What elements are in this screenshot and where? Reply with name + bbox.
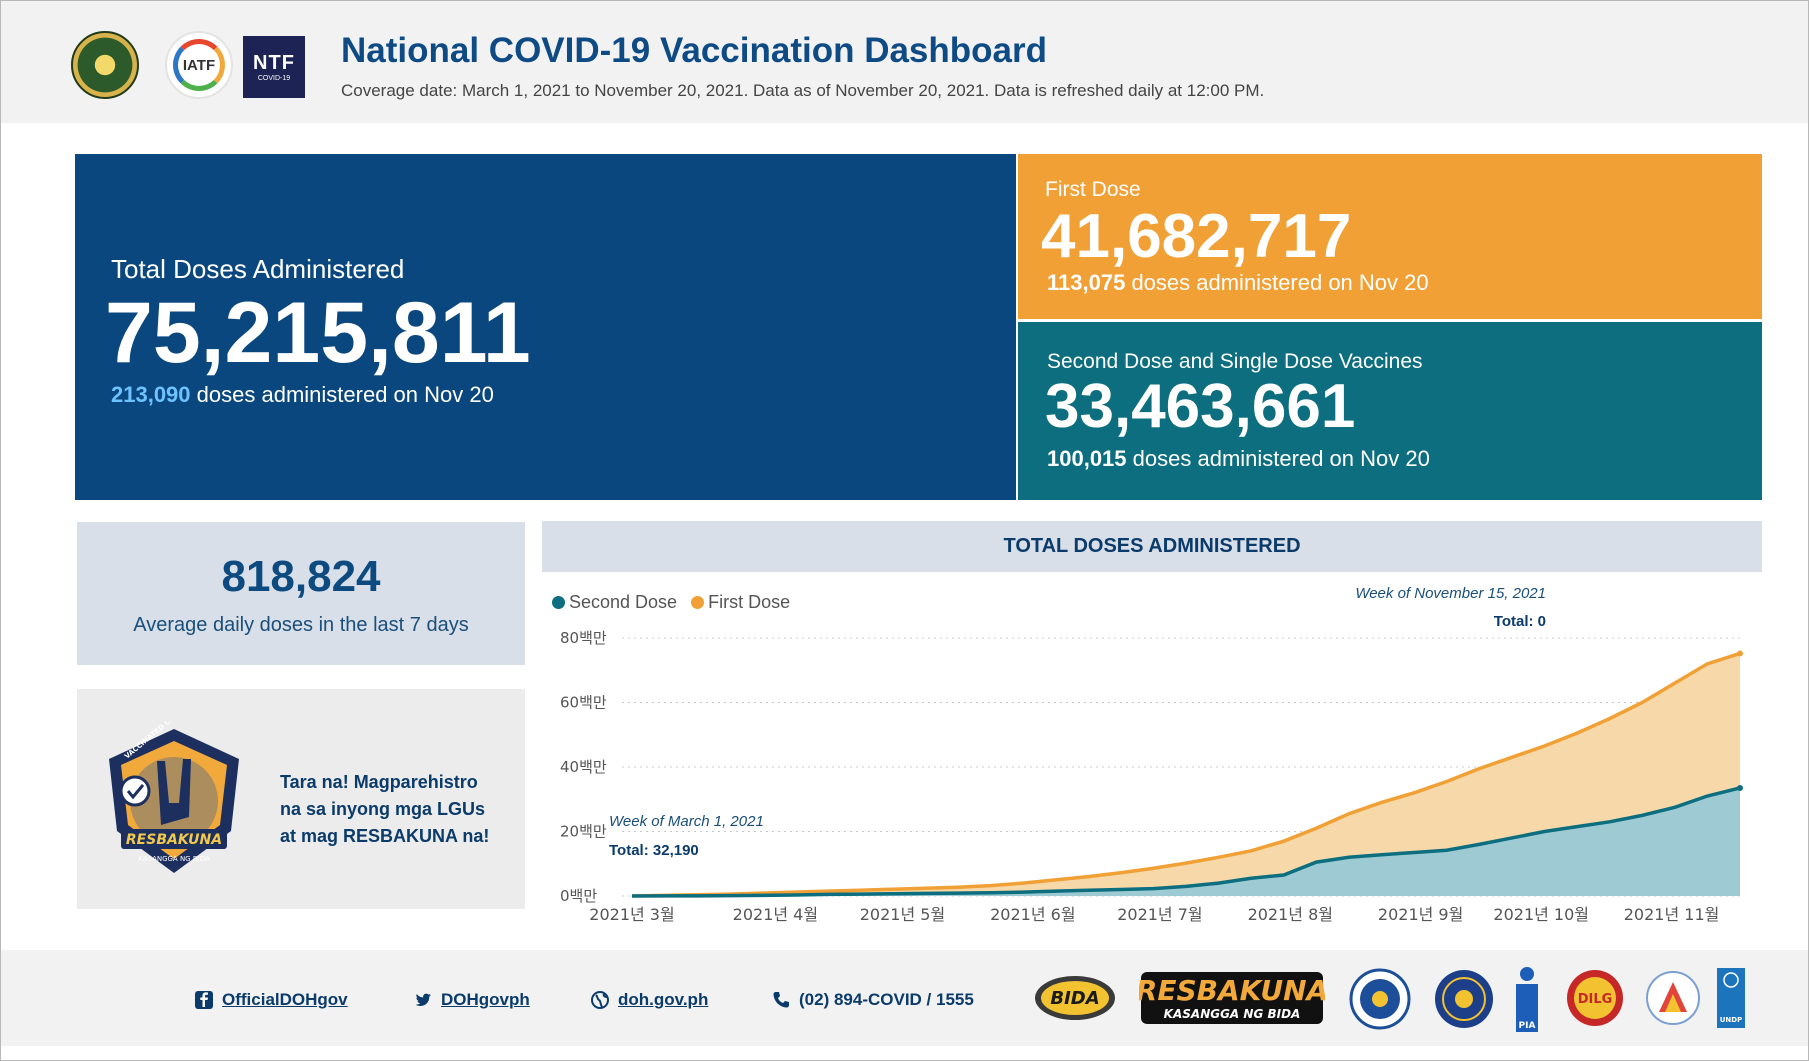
total-line (631, 651, 1741, 898)
resbakuna-logo: RESBAKUNA KASANGGA NG BIDA (1139, 972, 1325, 1024)
x-tick-label: 2021년 5월 (860, 905, 945, 924)
tooltip-start-total: Total: 32,190 (609, 842, 699, 859)
hotline-number: (02) 894-COVID / 1555 (799, 990, 974, 1009)
second-dose-tile: Second Dose and Single Dose Vaccines 33,… (1018, 322, 1762, 500)
first-daily-suffix: doses administered on Nov 20 (1131, 270, 1429, 295)
undp-logo: UNDP (1717, 968, 1745, 1028)
first-daily-count: 113,075 (1047, 270, 1126, 295)
first-dose-area (632, 653, 1740, 896)
facebook-link[interactable]: OfficialDOHgov (194, 990, 348, 1010)
second-dose-label: Second Dose and Single Dose Vaccines (1047, 350, 1423, 373)
chart-title: TOTAL DOSES ADMINISTERED (542, 521, 1762, 572)
second-daily-suffix: doses administered on Nov 20 (1132, 446, 1430, 471)
pia-logo: PIA (1516, 967, 1538, 1032)
ntf-logo-subtext: COVID-19 (257, 75, 291, 82)
hotline-link[interactable]: (02) 894-COVID / 1555 (771, 990, 974, 1010)
x-tick-label: 2021년 7월 (1117, 905, 1202, 924)
badge-text: RESBAKUNA (126, 832, 222, 848)
vaccinated-badge-icon: RESBAKUNA KASANGGA NG BIDA VACCINATED CO… (109, 721, 239, 873)
legend-second-dose[interactable]: Second Dose (552, 592, 677, 613)
coverage-note: Coverage date: March 1, 2021 to November… (341, 81, 1265, 100)
tooltip-end-week: Week of November 15, 2021 (1355, 585, 1546, 602)
legend-label-second: Second Dose (569, 592, 678, 612)
badge-subtext: KASANGGA NG BIDA (138, 855, 210, 863)
total-daily-suffix: doses administered on Nov 20 (196, 382, 494, 407)
globe-icon (591, 991, 609, 1009)
average-daily-caption: Average daily doses in the last 7 days (133, 614, 469, 636)
iatf-logo-text: IATF (182, 56, 216, 74)
total-doses-daily: 213,090 doses administered on Nov 20 (111, 382, 494, 408)
iatf-logo: IATF (165, 31, 233, 99)
x-tick-label: 2021년 6월 (990, 905, 1075, 924)
dilg-logo-text: DILG (1578, 992, 1613, 1007)
ntf-logo-text: NTF (253, 52, 295, 74)
dilg-logo: DILG (1567, 970, 1623, 1026)
doh-seal-logo (71, 31, 139, 99)
promo-line: Tara na! Magparehistro (280, 772, 478, 792)
website-url: doh.gov.ph (618, 990, 709, 1009)
legend-dot-second (552, 596, 565, 609)
facebook-icon (195, 991, 213, 1009)
first-dose-tile: First Dose 41,682,717 113,075 doses admi… (1018, 154, 1762, 319)
promo-line: at mag RESBAKUNA na! (280, 826, 490, 846)
total-end-point (1737, 650, 1743, 657)
x-tick-label: 2021년 11월 (1624, 905, 1720, 924)
total-doses-label: Total Doses Administered (111, 254, 405, 284)
ntf-logo: NTF COVID-19 (243, 36, 305, 98)
facebook-handle: OfficialDOHgov (222, 990, 348, 1009)
page-title: National COVID-19 Vaccination Dashboard (341, 31, 1047, 70)
promo-line: na sa inyong mga LGUs (280, 799, 486, 819)
y-tick-label: 80백만 (560, 629, 607, 647)
first-dose-value: 41,682,717 (1041, 202, 1352, 271)
legend-first-dose[interactable]: First Dose (691, 592, 790, 613)
x-tick-label: 2021년 4월 (733, 905, 818, 924)
twitter-icon (415, 993, 431, 1006)
twitter-handle: DOHgovph (441, 990, 530, 1009)
second-end-point (1737, 784, 1743, 791)
second-dose-area (632, 787, 1740, 896)
undp-logo-text: UNDP (1720, 1016, 1742, 1024)
second-dose-daily: 100,015 doses administered on Nov 20 (1047, 446, 1430, 472)
first-dose-label: First Dose (1045, 178, 1141, 201)
total-doses-value: 75,215,811 (105, 285, 531, 381)
bida-logo: BIDA (1035, 976, 1115, 1020)
y-tick-label: 40백만 (560, 758, 607, 776)
total-doses-tile: Total Doses Administered 75,215,811 213,… (75, 154, 1016, 500)
pcoo-seal-logo (1349, 968, 1411, 1030)
promo-message: Tara na! Magparehistro na sa inyong mga … (280, 769, 520, 850)
pia-logo-text: PIA (1519, 1021, 1536, 1031)
chart-legend: Second Dose First Dose (552, 592, 790, 613)
resbakuna-promo-card: RESBAKUNA KASANGGA NG BIDA VACCINATED CO… (77, 689, 525, 909)
website-link[interactable]: doh.gov.ph (590, 990, 708, 1010)
y-tick-label: 60백만 (560, 694, 607, 712)
bida-logo-text: BIDA (1050, 988, 1099, 1009)
average-daily-card: 818,824 Average daily doses in the last … (77, 522, 525, 665)
y-tick-label: 20백만 (560, 823, 607, 841)
x-tick-label: 2021년 3월 (589, 905, 674, 924)
total-daily-count: 213,090 (111, 382, 191, 407)
resbakuna-logo-text: RESBAKUNA (1139, 974, 1325, 1007)
y-tick-label: 0백만 (560, 887, 597, 905)
phone-icon (773, 992, 789, 1008)
second-dose-line (631, 786, 1741, 898)
legend-label-first: First Dose (708, 592, 791, 612)
twitter-link[interactable]: DOHgovph (413, 990, 530, 1010)
average-daily-value: 818,824 (221, 552, 381, 601)
tooltip-start-week: Week of March 1, 2021 (609, 813, 764, 830)
second-dose-value: 33,463,661 (1045, 372, 1356, 441)
total-doses-area-chart[interactable]: 0백만 20백만 40백만 60백만 80백만 2021년 3월 2021년 4월 2021년… (542, 622, 1762, 932)
tooltip-end-total: Total: 0 (1493, 613, 1546, 630)
x-tick-label: 2021년 9월 (1378, 905, 1463, 924)
second-daily-count: 100,015 (1047, 446, 1127, 471)
header: IATF NTF COVID-19 National COVID-19 Vacc… (1, 1, 1808, 123)
resbakuna-logo-subtext: KASANGGA NG BIDA (1164, 1007, 1301, 1021)
legend-dot-first (691, 596, 705, 609)
government-seal-logo (1435, 970, 1493, 1028)
first-dose-daily: 113,075 doses administered on Nov 20 (1047, 270, 1429, 296)
x-tick-label: 2021년 8월 (1248, 905, 1333, 924)
anniversary-seal-logo (1646, 971, 1700, 1025)
x-tick-label: 2021년 10월 (1493, 905, 1589, 924)
footer: OfficialDOHgov DOHgovph doh.gov.ph (02) … (1, 950, 1808, 1046)
